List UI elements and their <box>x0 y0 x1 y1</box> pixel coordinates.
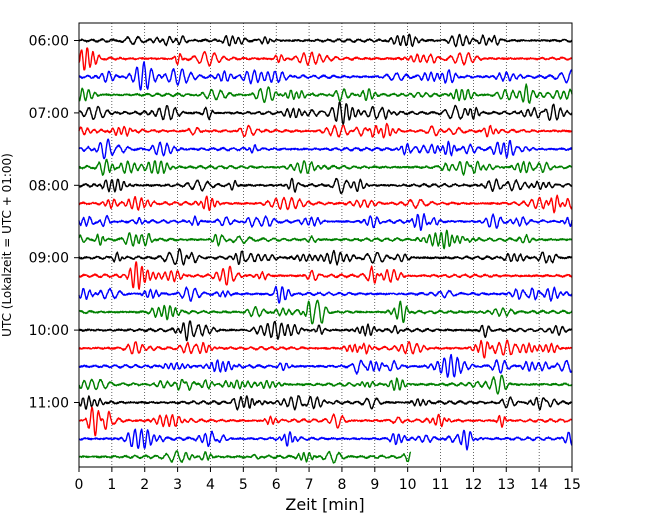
trace-0700 <box>78 101 573 126</box>
x-tick-label-6: 6 <box>272 477 281 493</box>
x-tick-label-7: 7 <box>305 477 314 493</box>
trace-0745 <box>78 158 573 176</box>
y-tick-label-5: 11:00 <box>29 396 69 412</box>
y-tick-label-3: 09:00 <box>29 251 69 267</box>
trace-0730 <box>78 138 573 160</box>
x-tick-label-3: 3 <box>173 477 182 493</box>
trace-0600 <box>78 33 573 48</box>
trace-0645 <box>78 83 573 104</box>
trace-1115 <box>78 406 573 437</box>
grid-lines <box>111 23 540 467</box>
trace-1045 <box>78 374 573 395</box>
x-tick-label-11: 11 <box>432 477 450 493</box>
x-axis-ticks: 0 1 2 3 4 5 6 7 8 9 10 11 12 13 14 15 <box>75 467 581 493</box>
y-tick-label-2: 08:00 <box>29 178 69 194</box>
plot-frame <box>78 22 573 468</box>
trace-0800 <box>78 177 573 194</box>
y-tick-label-4: 10:00 <box>29 323 69 339</box>
x-tick-label-2: 2 <box>140 477 149 493</box>
x-tick-label-0: 0 <box>75 477 84 493</box>
trace-0830 <box>78 213 573 231</box>
x-tick-label-4: 4 <box>206 477 215 493</box>
trace-0815 <box>78 194 573 214</box>
y-axis-label: UTC (Lokalzeit = UTC + 01:00) <box>0 153 14 337</box>
trace-1000 <box>78 320 573 342</box>
trace-1030 <box>78 353 573 378</box>
trace-1130 <box>78 428 573 451</box>
trace-0900 <box>78 247 573 266</box>
y-tick-label-0: 06:00 <box>29 34 69 50</box>
x-tick-label-13: 13 <box>497 477 515 493</box>
trace-1100 <box>78 395 573 411</box>
x-axis-label: Zeit [min] <box>285 495 364 514</box>
y-axis-ticks: 06:00 07:00 08:00 09:00 10:00 11:00 <box>29 34 79 412</box>
seismic-traces <box>78 33 573 464</box>
trace-1015 <box>78 339 573 359</box>
trace-0945 <box>78 299 573 325</box>
trace-0845 <box>78 229 573 250</box>
trace-0630 <box>78 61 573 91</box>
x-tick-label-5: 5 <box>239 477 248 493</box>
trace-0715 <box>78 122 573 139</box>
trace-0930 <box>78 285 573 304</box>
x-tick-label-14: 14 <box>530 477 548 493</box>
x-tick-label-9: 9 <box>370 477 379 493</box>
x-tick-label-1: 1 <box>107 477 116 493</box>
trace-1145 <box>78 450 412 464</box>
x-tick-label-10: 10 <box>399 477 417 493</box>
trace-0915 <box>78 261 573 290</box>
plot-background <box>79 23 572 467</box>
y-tick-label-1: 07:00 <box>29 106 69 122</box>
x-tick-label-15: 15 <box>563 477 581 493</box>
trace-0615 <box>78 47 573 71</box>
x-tick-label-12: 12 <box>464 477 482 493</box>
x-tick-label-8: 8 <box>337 477 346 493</box>
